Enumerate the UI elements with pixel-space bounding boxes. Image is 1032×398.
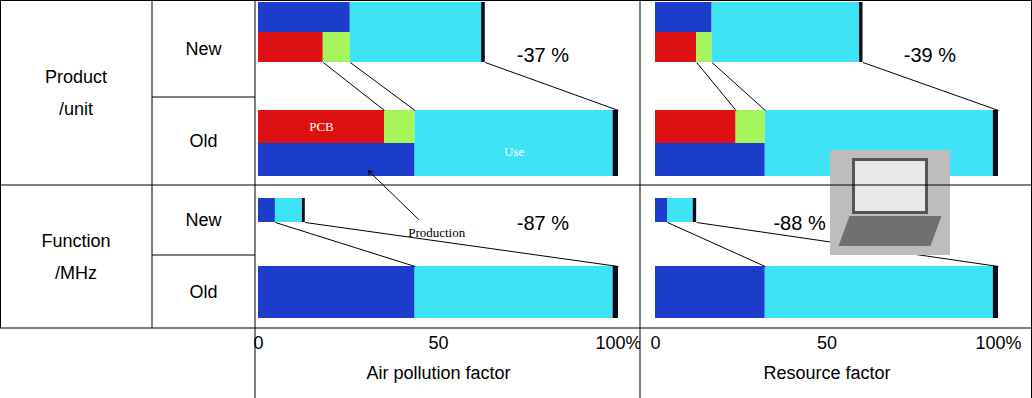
html-text:Old: Old xyxy=(189,131,218,151)
svg-text:-87 %: -87 % xyxy=(517,212,569,234)
svg-text:Air pollution factor: Air pollution factor xyxy=(366,363,510,383)
svg-text:50: 50 xyxy=(428,333,448,353)
svg-text:-39 %: -39 % xyxy=(904,44,956,66)
html-text:/unit: /unit xyxy=(59,98,93,119)
html-text:Function: Function xyxy=(41,230,111,251)
svg-text:0: 0 xyxy=(253,333,263,353)
svg-text:PCB: PCB xyxy=(309,119,334,134)
svg-text:100%: 100% xyxy=(975,333,1021,353)
svg-text:Use: Use xyxy=(504,144,524,159)
svg-text:Production: Production xyxy=(408,225,466,240)
html-text:/MHz: /MHz xyxy=(55,262,97,283)
svg-text:50: 50 xyxy=(817,333,837,353)
svg-text:0: 0 xyxy=(650,333,660,353)
html-text:Old: Old xyxy=(189,281,218,302)
svg-text:Resource factor: Resource factor xyxy=(763,363,890,383)
svg-text:-37 %: -37 % xyxy=(517,44,569,66)
html-text:New: New xyxy=(185,38,222,59)
html-text:New: New xyxy=(185,210,222,230)
html-text:Product: Product xyxy=(45,66,107,87)
svg-text:-88 %: -88 % xyxy=(773,212,825,234)
svg-text:100%: 100% xyxy=(595,333,641,353)
